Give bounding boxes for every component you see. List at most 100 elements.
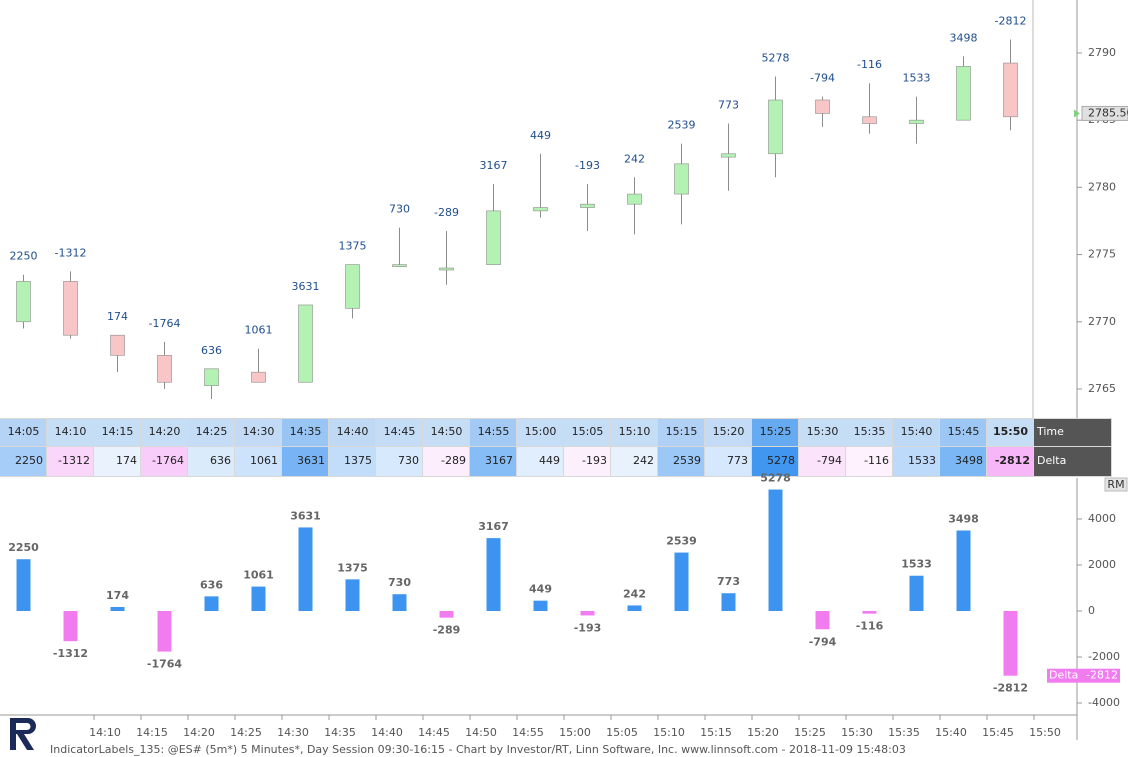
time-cell: [47, 419, 93, 446]
y-tick-label: 2000: [1088, 558, 1116, 571]
time-cell: [987, 419, 1033, 446]
delta-bar: [768, 489, 783, 611]
candle-delta-label: 5278: [762, 51, 790, 64]
delta-cell: [517, 447, 563, 476]
time-cell-label: 14:35: [290, 425, 322, 438]
delta-cell: [893, 447, 939, 476]
time-cell: [188, 419, 234, 446]
time-cell-label: 14:25: [196, 425, 228, 438]
time-cell-shade: [752, 419, 798, 446]
last-price-label: 2785.50: [1088, 106, 1128, 119]
time-cell-label: 15:50: [993, 425, 1028, 438]
x-tick-label: 15:05: [606, 726, 638, 739]
x-tick-label: 14:55: [512, 726, 544, 739]
delta-bar-label: 773: [717, 575, 740, 588]
time-cell: [564, 419, 610, 446]
time-cell-shade: [0, 419, 46, 446]
last-price-marker: [1074, 109, 1080, 118]
time-cell-label: 15:25: [760, 425, 792, 438]
delta-cell-shade: [752, 447, 798, 476]
delta-bar-label: 5278: [760, 472, 791, 485]
time-cell-label: 15:30: [807, 425, 839, 438]
delta-cell-shade: [564, 447, 610, 476]
candle-delta-label: 242: [624, 152, 645, 165]
time-cell-shade: [940, 419, 986, 446]
delta-cell: [611, 447, 657, 476]
candle-delta-label: 449: [530, 129, 551, 142]
delta-bar: [1003, 610, 1018, 676]
time-cell-label: 14:50: [431, 425, 463, 438]
delta-cell: [94, 447, 140, 476]
x-tick-label: 14:40: [371, 726, 403, 739]
delta-bar: [674, 552, 689, 611]
indicator-label: RM: [1107, 478, 1124, 491]
delta-bar: [721, 593, 736, 611]
candle-body: [627, 193, 642, 205]
x-tick-label: 14:25: [230, 726, 262, 739]
time-cell-label: 14:15: [102, 425, 134, 438]
time-cell-label: 14:20: [149, 425, 181, 438]
time-cell-shade: [893, 419, 939, 446]
time-cell: [235, 419, 281, 446]
delta-cell-label: 2250: [15, 454, 43, 467]
delta-bar: [251, 586, 266, 611]
delta-cell-shade: [611, 447, 657, 476]
time-cell-shade: [470, 419, 516, 446]
x-tick-label: 15:50: [1029, 726, 1061, 739]
x-tick-label: 15:25: [794, 726, 826, 739]
delta-cell: [141, 447, 187, 476]
candle-body: [439, 267, 454, 271]
delta-cell-label: -2812: [995, 454, 1030, 467]
delta-bar-label: 730: [388, 576, 411, 589]
delta-cell-shade: [94, 447, 140, 476]
delta-bar-label: -193: [574, 621, 602, 634]
time-cell: [376, 419, 422, 446]
delta-cell-label: 3167: [485, 454, 513, 467]
time-cell: [94, 419, 140, 446]
delta-bar-label: -1764: [147, 658, 183, 671]
x-tick-label: 15:20: [747, 726, 779, 739]
candle-delta-label: 773: [718, 99, 739, 112]
delta-bar: [345, 579, 360, 611]
time-cell-label: 14:30: [243, 425, 275, 438]
delta-bar-label: 2539: [666, 535, 697, 548]
time-cell-label: 15:00: [525, 425, 557, 438]
last-value-label: -2812: [1086, 669, 1118, 682]
delta-bar-label: 1061: [243, 569, 274, 582]
x-tick-label: 14:30: [277, 726, 309, 739]
indicator-badge: [1104, 477, 1128, 492]
logo: [10, 718, 36, 750]
delta-cell-shade: [658, 447, 704, 476]
delta-cell-label: -1312: [58, 454, 90, 467]
candle-delta-label: 1533: [903, 72, 931, 85]
candle-body: [721, 153, 736, 158]
delta-bar-label: 3167: [478, 520, 509, 533]
x-tick-label: 14:45: [418, 726, 450, 739]
time-cell-label: 15:10: [619, 425, 651, 438]
row-label: Delta: [1037, 454, 1066, 467]
delta-bar: [392, 594, 407, 611]
x-tick-label: 14:10: [89, 726, 121, 739]
delta-cell: [329, 447, 375, 476]
time-cell: [940, 419, 986, 446]
delta-cell-label: 3498: [955, 454, 983, 467]
x-tick-label: 14:15: [136, 726, 168, 739]
delta-cell-shade: [987, 447, 1033, 476]
time-cell-shade: [282, 419, 328, 446]
time-cell-label: 15:15: [666, 425, 698, 438]
x-tick-label: 15:40: [935, 726, 967, 739]
delta-cell-label: -193: [582, 454, 607, 467]
candle-body: [909, 119, 924, 124]
candle-body: [392, 264, 407, 267]
delta-bar-label: 174: [106, 589, 129, 602]
candle-delta-label: 174: [107, 310, 128, 323]
x-tick-label: 15:35: [888, 726, 920, 739]
time-cell-label: 14:55: [478, 425, 510, 438]
candle-delta-label: -1764: [149, 317, 181, 330]
delta-cell: [423, 447, 469, 476]
candle-delta-label: 1375: [339, 240, 367, 253]
delta-bar: [486, 538, 501, 611]
time-cell-label: 15:20: [713, 425, 745, 438]
delta-cell-label: 2539: [673, 454, 701, 467]
